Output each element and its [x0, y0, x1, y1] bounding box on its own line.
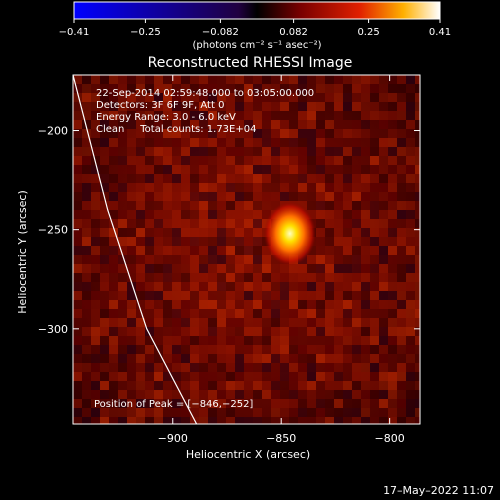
colorbar-units: (photons cm⁻² s⁻¹ asec⁻²): [192, 40, 321, 51]
colorbar-tick-label: −0.25: [130, 27, 161, 38]
info-line-clean: Clean Total counts: 1.73E+04: [96, 124, 256, 135]
x-axis-label: Heliocentric X (arcsec): [186, 448, 310, 461]
image-noise-pixels: [73, 75, 420, 424]
y-tick-label: −300: [38, 323, 68, 336]
colorbar-tick-label: 0.082: [279, 27, 308, 38]
observation-info: 22-Sep-2014 02:59:48.000 to 03:05:00.000…: [96, 88, 314, 135]
colorbar-ticks: −0.41 −0.25 −0.082 0.082 0.25 0.41: [59, 19, 451, 38]
y-tick-label: −200: [38, 125, 68, 138]
info-line-time: 22-Sep-2014 02:59:48.000 to 03:05:00.000: [96, 88, 314, 99]
info-line-energy: Energy Range: 3.0 - 6.0 keV: [96, 112, 236, 123]
y-axis-ticks: −200 −250 −300: [38, 125, 420, 336]
source-blob: [263, 201, 316, 266]
x-tick-label: −850: [266, 432, 296, 445]
timestamp: 17–May–2022 11:07: [383, 484, 494, 497]
plot-frame: [72, 74, 421, 425]
x-axis-ticks: −900 −850 −800: [158, 75, 405, 445]
x-tick-label: −800: [375, 432, 405, 445]
chart-title: Reconstructed RHESSI Image: [148, 55, 353, 71]
colorbar: [73, 1, 441, 20]
colorbar-tick-label: −0.082: [202, 27, 239, 38]
info-line-detectors: Detectors: 3F 6F 9F, Att 0: [96, 100, 224, 111]
colorbar-tick-label: 0.25: [357, 27, 379, 38]
colorbar-tick-label: 0.41: [429, 27, 451, 38]
colorbar-tick-label: −0.41: [59, 27, 90, 38]
y-tick-label: −250: [38, 224, 68, 237]
x-tick-label: −900: [158, 432, 188, 445]
y-axis-label: Heliocentric Y (arcsec): [16, 190, 29, 314]
peak-position-label: Position of Peak = [−846,−252]: [94, 399, 253, 410]
solar-limb-curve: [73, 75, 198, 424]
